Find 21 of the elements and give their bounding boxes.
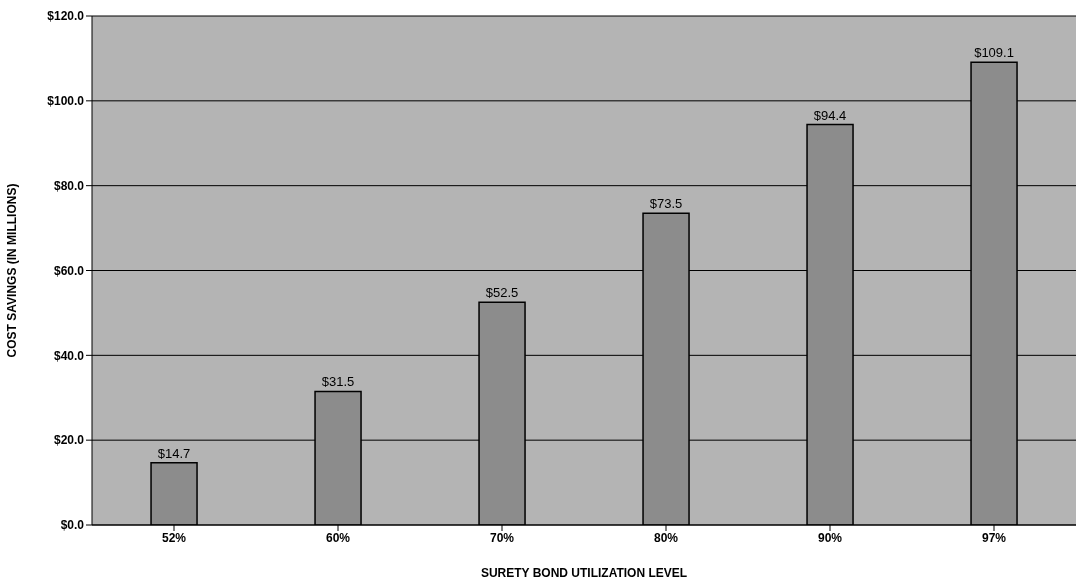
x-axis-title: SURETY BOND UTILIZATION LEVEL [480,566,688,580]
x-tick-label: 70% [489,530,515,545]
y-tick-label: $0.0 [60,518,85,533]
y-axis-title: COST SAVINGS (IN MILLIONS) [5,183,20,358]
y-tick-label: $20.0 [53,433,85,448]
data-label: $73.5 [649,196,683,212]
x-tick-label: 97% [981,530,1007,545]
data-label: $94.4 [813,107,847,123]
y-tick-label: $80.0 [53,178,85,193]
y-tick-label: $60.0 [53,263,85,278]
y-tick-label: $120.0 [47,9,85,24]
y-tick-label: $100.0 [47,94,85,109]
x-tick-label: 52% [161,530,187,545]
x-tick-label: 60% [325,530,351,545]
data-label: $14.7 [157,445,191,461]
data-label: $109.1 [974,45,1014,61]
data-label: $31.5 [321,374,355,390]
x-tick-label: 80% [653,530,679,545]
y-tick-label: $40.0 [53,348,85,363]
x-tick-label: 90% [817,530,843,545]
data-label: $52.5 [485,285,519,301]
